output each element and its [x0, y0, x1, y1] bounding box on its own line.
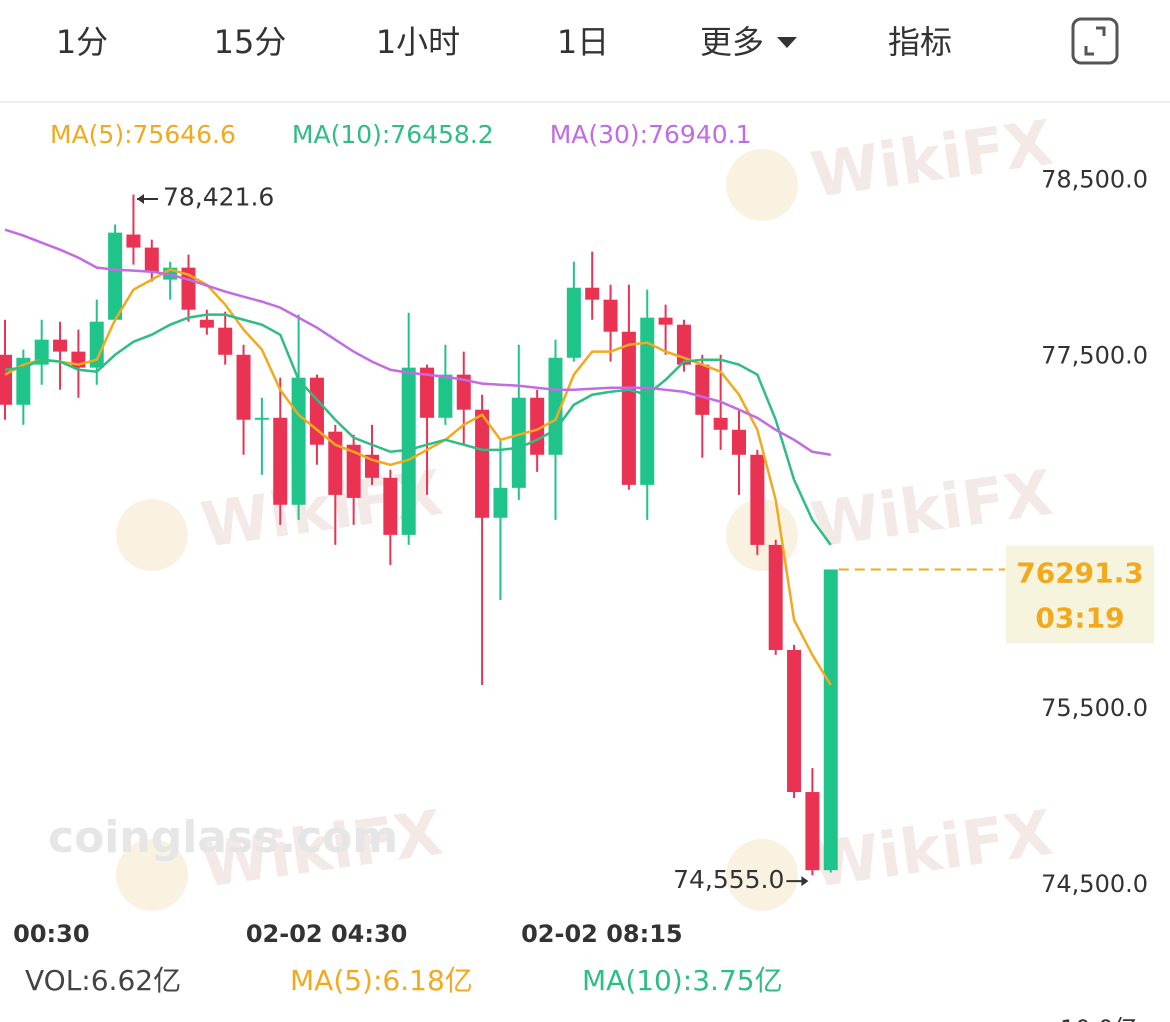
watermarks: WikiFXWikiFXWikiFXWikiFXWikiFXcoinglass.… — [48, 106, 1057, 911]
countdown: 03:19 — [1035, 601, 1124, 634]
y-tick-label: 74,500.0 — [1041, 870, 1148, 898]
candle-body — [236, 354, 251, 420]
candle-body — [438, 374, 453, 418]
candle-body — [108, 232, 123, 320]
candle-body — [750, 454, 765, 545]
volume-label: VOL:6.62亿 — [25, 964, 181, 997]
candle-body — [34, 339, 49, 365]
candle-body — [420, 367, 435, 418]
y-tick-label: 77,500.0 — [1041, 342, 1148, 370]
watermark: coinglass.com — [48, 812, 398, 863]
x-tick-label: 00:30 — [13, 920, 89, 948]
volume-axis-label: 10.0亿 — [1060, 1015, 1137, 1022]
candle-body — [621, 331, 636, 485]
candle-body — [658, 317, 673, 325]
low-arrow-head — [801, 876, 809, 887]
ma-line — [4, 228, 831, 456]
tab[interactable]: 更多 — [700, 23, 764, 61]
ma-label: MA(30):76940.1 — [550, 120, 752, 149]
tab[interactable]: 15分 — [214, 23, 287, 61]
high-label: 78,421.6 — [163, 182, 274, 211]
candle-body — [566, 287, 581, 358]
candle-body — [401, 367, 416, 535]
candle-body — [328, 431, 343, 495]
ma-label: MA(10):76458.2 — [292, 120, 494, 149]
watermark-logo — [726, 149, 798, 221]
candle-body — [0, 354, 12, 405]
candle-body — [346, 444, 361, 498]
tab[interactable]: 指标 — [888, 23, 952, 61]
candle-body — [511, 397, 526, 488]
tab[interactable]: 1日 — [557, 23, 609, 61]
candle-body — [144, 247, 159, 272]
x-tick-label: 02-02 08:15 — [521, 920, 683, 948]
candle-body — [291, 377, 306, 505]
y-tick-label: 78,500.0 — [1041, 166, 1148, 194]
candle-body — [89, 321, 104, 368]
expand-icon[interactable] — [1071, 17, 1119, 65]
high-arrow-head — [137, 194, 144, 204]
volume-label: MA(10):3.75亿 — [582, 964, 783, 997]
watermark: WikiFX — [807, 796, 1057, 902]
candle-body — [493, 487, 508, 518]
tab[interactable]: 1分 — [56, 23, 108, 61]
candle-body — [805, 792, 820, 871]
last-price: 76291.3 — [1016, 556, 1144, 589]
ma-label: MA(5):75646.6 — [50, 120, 236, 149]
x-tick-label: 02-02 04:30 — [246, 920, 408, 948]
candle-body — [273, 417, 288, 505]
low-label: 74,555.0 — [673, 865, 784, 894]
candle-body — [199, 319, 214, 328]
candle-body — [603, 299, 618, 332]
watermark: WikiFX — [807, 106, 1057, 212]
candle-body — [16, 357, 31, 405]
watermark-logo — [726, 839, 798, 911]
ma-line — [4, 313, 832, 546]
price-tag — [1006, 545, 1154, 644]
candle-body — [823, 569, 838, 871]
candle-body — [787, 649, 802, 793]
candle-body — [475, 409, 490, 518]
candle-body — [585, 287, 600, 300]
candle-body — [732, 429, 746, 455]
volume-label: MA(5):6.18亿 — [290, 964, 473, 997]
candle-body — [713, 417, 728, 430]
candle-body — [126, 234, 141, 248]
candle-body — [383, 477, 398, 535]
watermark-logo — [116, 839, 188, 911]
candle-body — [218, 327, 233, 355]
watermark-logo — [116, 499, 188, 571]
tab[interactable]: 1小时 — [376, 23, 460, 61]
candle-body — [640, 317, 655, 485]
candle-body — [456, 374, 471, 410]
candle-body — [254, 417, 269, 420]
candle-body — [695, 364, 710, 415]
candle-body — [676, 324, 691, 365]
candle-body — [768, 544, 783, 650]
dropdown-arrow[interactable] — [777, 37, 797, 48]
y-tick-label: 75,500.0 — [1041, 694, 1148, 722]
candle-body — [53, 339, 68, 352]
